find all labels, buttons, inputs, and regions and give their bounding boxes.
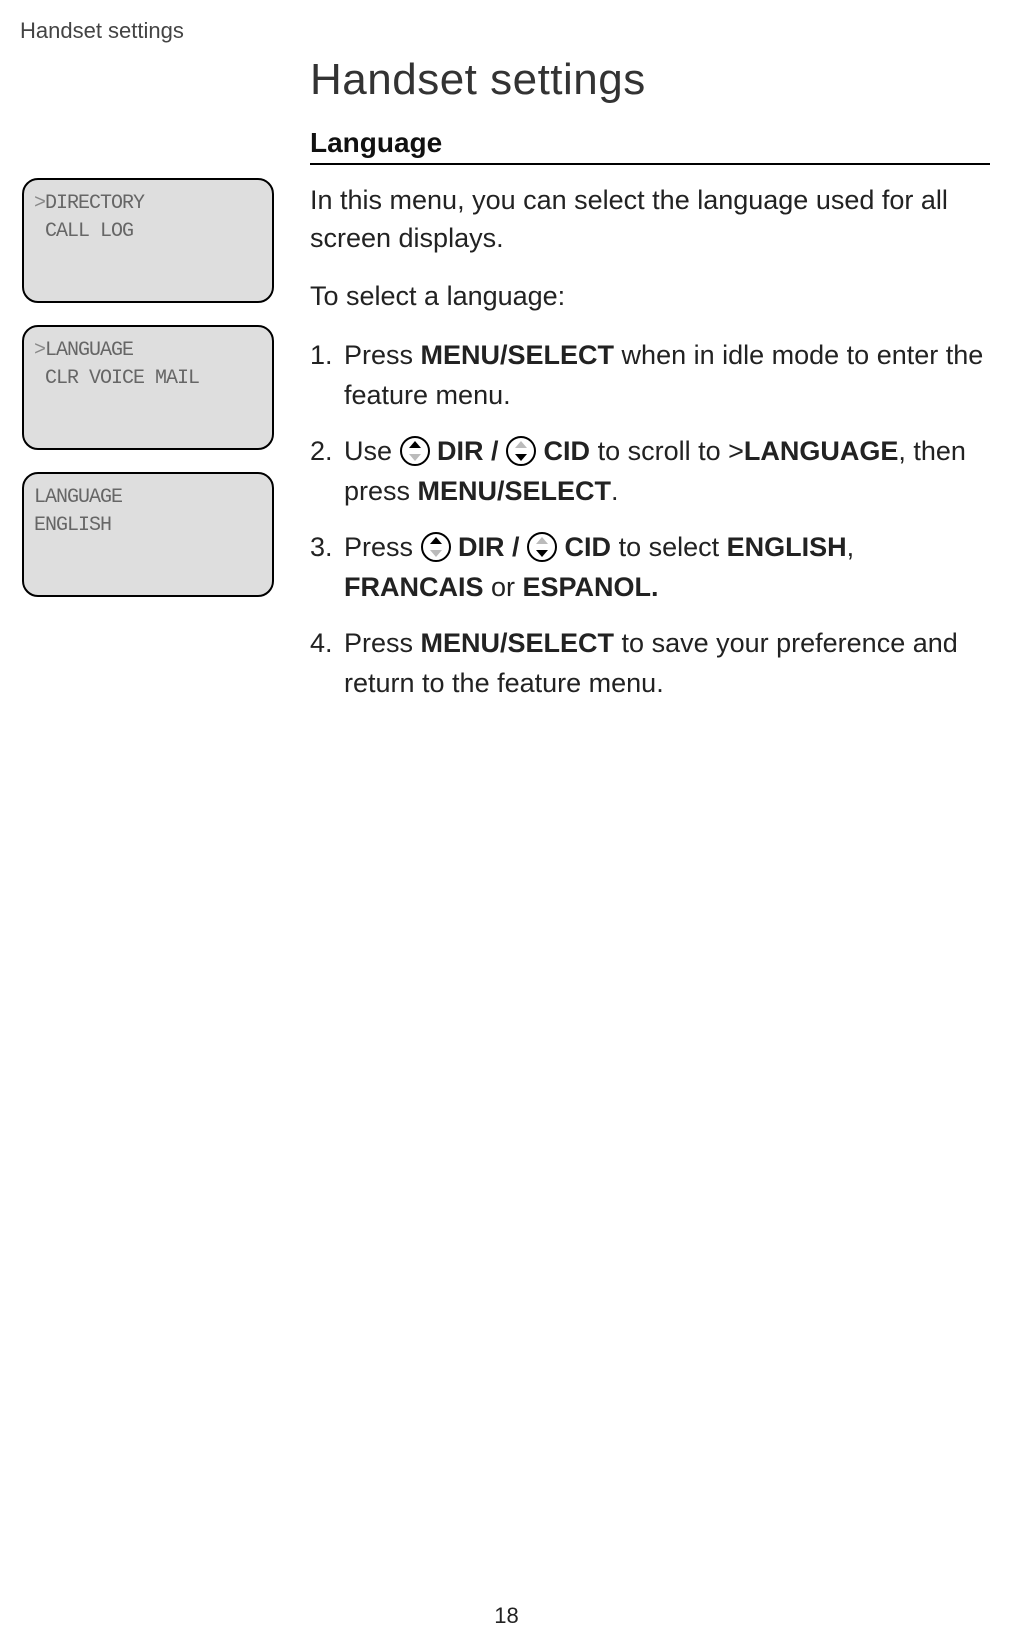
key-label: LANGUAGE — [744, 436, 899, 466]
step-1: Press MENU/SELECT when in idle mode to e… — [310, 335, 990, 415]
step-text: Press — [344, 340, 421, 370]
nav-down-icon — [506, 436, 536, 466]
key-label: ESPANOL. — [523, 572, 659, 602]
key-label: MENU — [418, 476, 498, 506]
steps-list: Press MENU/SELECT when in idle mode to e… — [310, 335, 990, 703]
lcd-text: LANGUAGE — [45, 339, 133, 362]
key-label: SELECT — [508, 340, 615, 370]
lcd-screen-1: >DIRECTORY CALL LOG — [22, 178, 274, 303]
lcd-screen-2: >LANGUAGE CLR VOICE MAIL — [22, 325, 274, 450]
lcd-row: CALL LOG — [34, 218, 262, 246]
step-text: to select — [619, 532, 727, 562]
key-label: MENU — [421, 628, 501, 658]
lcd-screen-3: LANGUAGE ENGLISH — [22, 472, 274, 597]
key-label: MENU/ — [421, 340, 508, 370]
step-text: . — [611, 476, 619, 506]
key-label: DIR / — [451, 532, 528, 562]
key-label: /SELECT — [497, 476, 611, 506]
step-text: to scroll to — [598, 436, 729, 466]
lcd-row: CLR VOICE MAIL — [34, 365, 262, 393]
key-label: CID — [536, 436, 598, 466]
nav-down-icon — [527, 532, 557, 562]
lcd-column: >DIRECTORY CALL LOG >LANGUAGE CLR VOICE … — [22, 178, 274, 619]
step-text: , — [847, 532, 855, 562]
intro-paragraph: In this menu, you can select the languag… — [310, 181, 990, 257]
step-text: > — [728, 436, 744, 466]
key-label: DIR / — [430, 436, 507, 466]
content-column: Handset settings Language In this menu, … — [310, 55, 990, 719]
step-text: Press — [344, 532, 421, 562]
lead-in: To select a language: — [310, 277, 990, 315]
page-number: 18 — [494, 1603, 518, 1629]
nav-up-icon — [400, 436, 430, 466]
key-label: ENGLISH — [727, 532, 847, 562]
lcd-row: >DIRECTORY — [34, 190, 262, 218]
page: Handset settings >DIRECTORY CALL LOG >LA… — [0, 0, 1013, 1647]
section-heading: Language — [310, 127, 990, 165]
lcd-text: DIRECTORY — [45, 192, 144, 215]
step-text: or — [484, 572, 523, 602]
step-text: Use — [344, 436, 400, 466]
lcd-row: >LANGUAGE — [34, 337, 262, 365]
step-2: Use DIR / CID to scroll to >LANGUAGE, th… — [310, 431, 990, 511]
step-4: Press MENU/SELECT to save your preferenc… — [310, 623, 990, 703]
key-label: FRANCAIS — [344, 572, 484, 602]
step-3: Press DIR / CID to select ENGLISH, FRANC… — [310, 527, 990, 607]
nav-up-icon — [421, 532, 451, 562]
lcd-row: ENGLISH — [34, 512, 262, 540]
step-text: Press — [344, 628, 421, 658]
lcd-row: LANGUAGE — [34, 484, 262, 512]
key-label: CID — [557, 532, 619, 562]
page-title: Handset settings — [310, 55, 990, 105]
key-label: /SELECT — [500, 628, 614, 658]
running-head: Handset settings — [20, 18, 184, 44]
